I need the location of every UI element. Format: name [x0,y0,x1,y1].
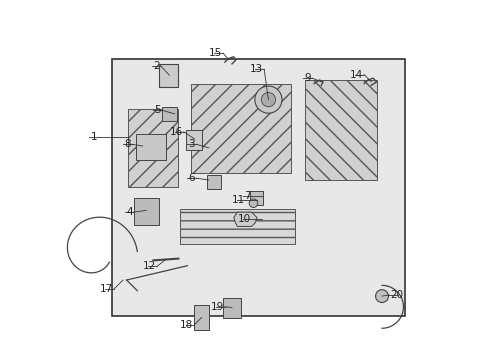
Bar [223,298,241,318]
Circle shape [254,86,282,113]
Text: 10: 10 [237,214,250,224]
Circle shape [248,199,257,207]
Text: 6: 6 [188,173,195,183]
Bar [190,84,290,173]
Bar [305,80,376,180]
Text: 9: 9 [304,73,311,83]
Text: 2: 2 [153,61,159,71]
Circle shape [261,93,275,107]
Text: 13: 13 [249,64,263,74]
Bar [185,130,201,150]
Text: 16: 16 [169,127,183,137]
Bar [194,305,208,330]
Text: 19: 19 [210,302,224,312]
Text: 1: 1 [90,132,97,142]
Bar [159,64,178,87]
Text: 12: 12 [142,261,156,271]
Bar [134,198,159,225]
Bar [180,208,294,244]
Bar [249,192,263,205]
Text: 20: 20 [389,290,403,300]
Text: 7: 7 [244,191,250,201]
Text: 11: 11 [231,195,244,204]
Text: 5: 5 [154,105,161,115]
Bar [135,134,165,160]
Text: 3: 3 [188,139,195,149]
Text: 15: 15 [208,48,222,58]
Text: 14: 14 [349,69,363,80]
Bar [112,59,405,316]
Text: 8: 8 [124,139,131,149]
Bar [206,175,221,189]
Circle shape [375,290,387,302]
Text: 18: 18 [180,320,193,330]
Bar [162,107,176,121]
Bar [128,109,178,187]
Text: 4: 4 [126,207,132,217]
Polygon shape [233,212,257,226]
Text: 17: 17 [100,284,113,294]
